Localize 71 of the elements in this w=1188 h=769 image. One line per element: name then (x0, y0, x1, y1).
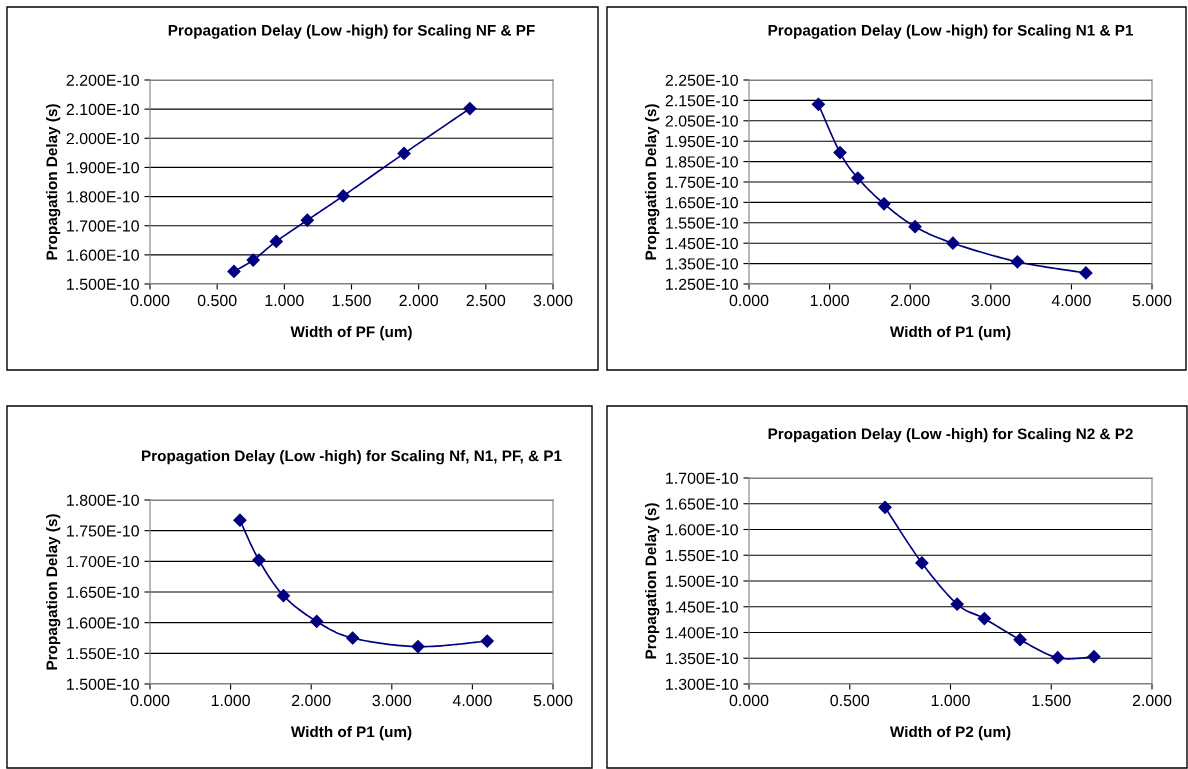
x-tick-label: 5.000 (1132, 294, 1172, 307)
x-tick-label: 1.500 (1032, 694, 1071, 707)
x-tick-label: 1.000 (265, 294, 304, 307)
y-tick-label: 1.500E-10 (67, 678, 139, 690)
y-tick-label: 1.550E-10 (666, 217, 738, 229)
y-tick-label: 1.700E-10 (666, 472, 738, 484)
y-tick-label: 1.800E-10 (67, 191, 139, 203)
y-tick-label: 1.300E-10 (666, 678, 738, 690)
y-tick-label: 1.800E-10 (67, 494, 139, 506)
x-tick-label: 3.000 (372, 694, 412, 707)
x-tick-label: 0.500 (830, 694, 870, 707)
x-tick-label: 5.000 (533, 694, 573, 707)
x-axis-title: Width of P2 (um) (889, 725, 1011, 741)
y-tick-label: 2.200E-10 (66, 74, 139, 86)
x-tick-label: 4.000 (1051, 294, 1091, 307)
x-tick-label: 1.000 (931, 694, 970, 707)
chart-title: Propagation Delay (Low -high) for Scaling NF & PF (168, 24, 535, 39)
y-tick-label: 2.050E-10 (665, 115, 738, 127)
y-tick-label: 1.400E-10 (666, 627, 738, 639)
y-axis-title: Propagation Delay (s) (46, 104, 61, 260)
x-tick-label: 3.000 (971, 294, 1011, 307)
y-tick-label: 1.350E-10 (666, 258, 738, 270)
x-tick-label: 0.000 (729, 294, 769, 307)
y-tick-label: 1.650E-10 (666, 197, 738, 209)
y-tick-label: 1.550E-10 (666, 549, 738, 562)
y-tick-label: 1.650E-10 (67, 586, 139, 598)
x-tick-label: 4.000 (452, 694, 492, 707)
x-tick-label: 2.000 (891, 294, 930, 307)
x-axis-title: Width of P1 (um) (290, 725, 412, 741)
x-tick-label: 1.000 (211, 694, 250, 707)
y-axis-title: Propagation Delay (s) (645, 104, 660, 260)
y-tick-label: 1.450E-10 (666, 601, 738, 613)
y-axis-title: Propagation Delay (s) (46, 514, 61, 670)
x-tick-label: 1.000 (810, 294, 849, 307)
y-tick-label: 2.100E-10 (66, 103, 139, 116)
y-tick-label: 1.900E-10 (67, 162, 139, 174)
x-tick-label: 2.000 (292, 694, 331, 707)
y-tick-label: 1.700E-10 (67, 555, 139, 568)
x-tick-label: 2.000 (399, 294, 439, 307)
y-tick-label: 1.700E-10 (67, 220, 139, 232)
y-tick-label: 1.600E-10 (666, 524, 738, 536)
y-tick-label: 1.500E-10 (666, 575, 738, 587)
chart-title: Propagation Delay (Low -high) for Scaling N1 & P1 (768, 24, 1134, 39)
y-tick-label: 1.550E-10 (67, 647, 139, 660)
y-tick-label: 1.600E-10 (67, 249, 139, 261)
y-tick-label: 1.500E-10 (67, 278, 139, 290)
x-axis-title: Width of PF (um) (290, 325, 412, 341)
y-tick-label: 1.750E-10 (67, 525, 139, 537)
x-axis-title: Width of P1 (um) (889, 325, 1011, 341)
y-tick-label: 1.450E-10 (666, 237, 738, 250)
x-tick-label: 0.500 (197, 294, 237, 307)
y-tick-label: 1.250E-10 (666, 278, 738, 290)
x-tick-label: 3.000 (533, 294, 573, 307)
y-tick-label: 1.950E-10 (666, 135, 738, 148)
y-tick-label: 2.000E-10 (66, 132, 139, 145)
y-tick-label: 1.650E-10 (666, 498, 738, 510)
y-tick-label: 2.250E-10 (665, 74, 738, 86)
x-tick-label: 2.500 (466, 294, 506, 307)
y-axis-title: Propagation Delay (s) (645, 503, 660, 659)
y-tick-label: 1.750E-10 (666, 176, 738, 188)
x-tick-label: 0.000 (130, 694, 170, 707)
y-tick-label: 1.600E-10 (67, 617, 139, 629)
y-tick-label: 1.850E-10 (666, 156, 738, 168)
chart-title: Propagation Delay (Low -high) for Scaling N2 & P2 (768, 428, 1133, 443)
y-tick-label: 1.350E-10 (666, 652, 738, 665)
chart-title: Propagation Delay (Low -high) for Scaling Nf, N1, PF, & P1 (142, 450, 562, 465)
y-tick-label: 2.150E-10 (665, 95, 738, 107)
x-tick-label: 2.000 (1132, 694, 1172, 707)
x-tick-label: 1.500 (332, 294, 371, 307)
x-tick-label: 0.000 (130, 294, 170, 307)
x-tick-label: 0.000 (729, 694, 769, 707)
